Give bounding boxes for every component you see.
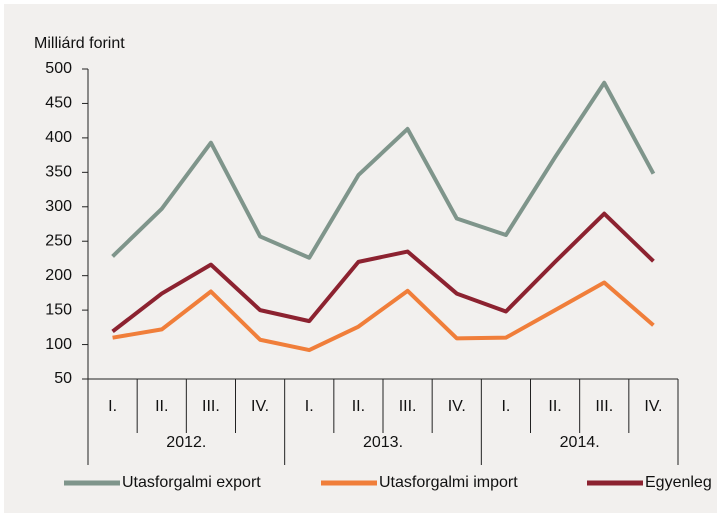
legend-label: Utasforgalmi import (379, 474, 518, 491)
group-label: 2012. (166, 434, 206, 451)
x-tick-label: I. (305, 398, 314, 415)
x-tick-label: I. (108, 398, 117, 415)
y-tick-label: 200 (45, 267, 72, 284)
x-tick-label: I. (501, 398, 510, 415)
y-tick-label: 100 (45, 336, 72, 353)
y-tick-label: 500 (45, 60, 72, 77)
x-tick-label: II. (155, 398, 168, 415)
y-axis-label: Milliárd forint (34, 35, 125, 52)
y-tick-label: 450 (45, 95, 72, 112)
x-tick-label: II. (548, 398, 561, 415)
x-tick-label: IV. (644, 398, 662, 415)
legend-label: Utasforgalmi export (122, 474, 261, 491)
y-tick-label: 400 (45, 129, 72, 146)
group-label: 2013. (363, 434, 403, 451)
y-tick-label: 250 (45, 232, 72, 249)
x-tick-label: II. (352, 398, 365, 415)
series-line (112, 280, 655, 353)
x-tick-label: III. (399, 398, 417, 415)
chart: Milliárd forint 50 100 150 200 250 300 350 400 4… (34, 35, 712, 491)
x-tick-label: III. (202, 398, 220, 415)
legend-label: Egyenleg (645, 474, 712, 491)
y-tick-label: 350 (45, 164, 72, 181)
x-tick-label: IV. (448, 398, 466, 415)
series-line (111, 211, 655, 334)
y-tick-label: 50 (54, 370, 72, 387)
x-tick-label: IV. (251, 398, 269, 415)
y-tick-label: 300 (45, 198, 72, 215)
group-label: 2014. (560, 434, 600, 451)
y-tick-label: 150 (45, 301, 72, 318)
x-tick-label: III. (595, 398, 613, 415)
series-line (111, 80, 656, 260)
